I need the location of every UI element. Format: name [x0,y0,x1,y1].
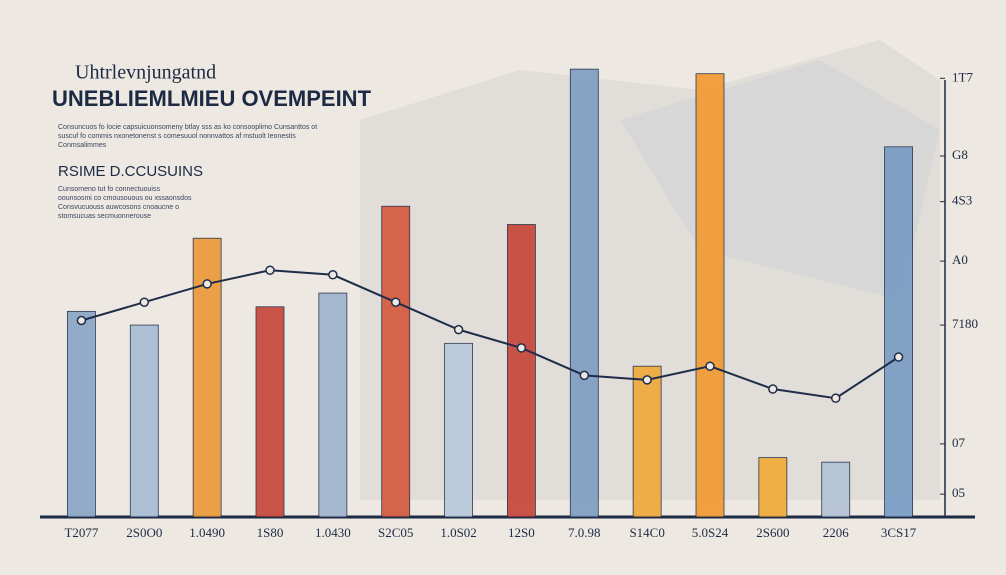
description: Conmsalimmes [58,142,107,149]
trend-line [81,269,900,400]
trend-point [76,315,87,326]
subtitle-line: oounsosmi co cmousouous ou xssaonsdos [58,195,192,202]
y-tick-label: 7180 [952,316,978,331]
y-tick-label: 07 [952,435,966,450]
trend-point [830,393,841,403]
trend-point [705,361,715,371]
y-tick-label: 05 [952,485,965,500]
trend-point [390,297,401,307]
trend-point [516,343,527,353]
trend-point [642,375,652,385]
bar [444,342,473,518]
bar [821,461,851,518]
bar [884,146,913,518]
trend-point [328,270,338,280]
trend-point [265,265,275,275]
x-tick-label: S14C0 [629,525,664,540]
trend-point [579,370,590,381]
bar [758,457,788,518]
bar [381,205,411,518]
y-tick-label: 4S3 [952,193,972,208]
subtitle-line: Cunsomeno tut fo connectuouiss [58,186,160,193]
trend-point [893,352,904,362]
trend-point [202,279,212,289]
trend-point [453,324,464,335]
x-tick-label: 2S600 [756,525,789,540]
y-tick-label: A0 [952,252,968,267]
bar [129,324,159,518]
x-tick-label: 1.0S02 [440,525,476,540]
subtitle-line: Consvucuouss auwcosons cnoaucne o [58,204,179,211]
subtitle: RSIME D.CCUSUINS [58,163,203,180]
x-tick-label: 3CS17 [881,525,917,540]
bar [255,306,285,518]
x-tick-label: 2206 [823,525,850,540]
chart-title: UNEBLIEMLMIEU OVEMPEINT [52,86,372,111]
bar [507,224,536,518]
bar [632,365,662,518]
kicker: Uhtrlevnjungatnd [75,62,216,84]
y-tick-label: 1T7 [952,69,973,84]
bar [695,73,725,518]
description: suscuf fo commis nxonetonenst s comesuuo… [58,133,296,140]
x-tick-label: 12S0 [508,525,535,540]
x-tick-label: 5.0S24 [692,525,729,540]
x-tick-label: S2C05 [378,525,413,540]
trend-point [139,297,150,307]
x-tick-label: 1.0430 [315,525,351,540]
bar [318,292,348,518]
x-tick-label: 2S0O0 [126,525,162,540]
bar [67,310,96,518]
trend-point [768,384,778,394]
y-tick-label: G8 [952,147,968,162]
x-tick-label: 7.0.98 [568,525,601,540]
bar [569,68,599,518]
x-tick-label: 1.0490 [189,525,225,540]
x-tick-label: 1S80 [257,525,284,540]
subtitle-line: stomsucuas secmuonnerouse [58,213,151,220]
x-tick-label: T2077 [64,525,98,540]
description: Consuncuos fo locie capsuicuonsomeny btl… [58,124,317,131]
